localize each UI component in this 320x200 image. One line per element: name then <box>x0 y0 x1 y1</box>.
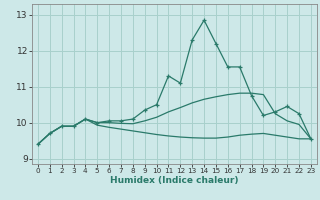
X-axis label: Humidex (Indice chaleur): Humidex (Indice chaleur) <box>110 176 239 185</box>
